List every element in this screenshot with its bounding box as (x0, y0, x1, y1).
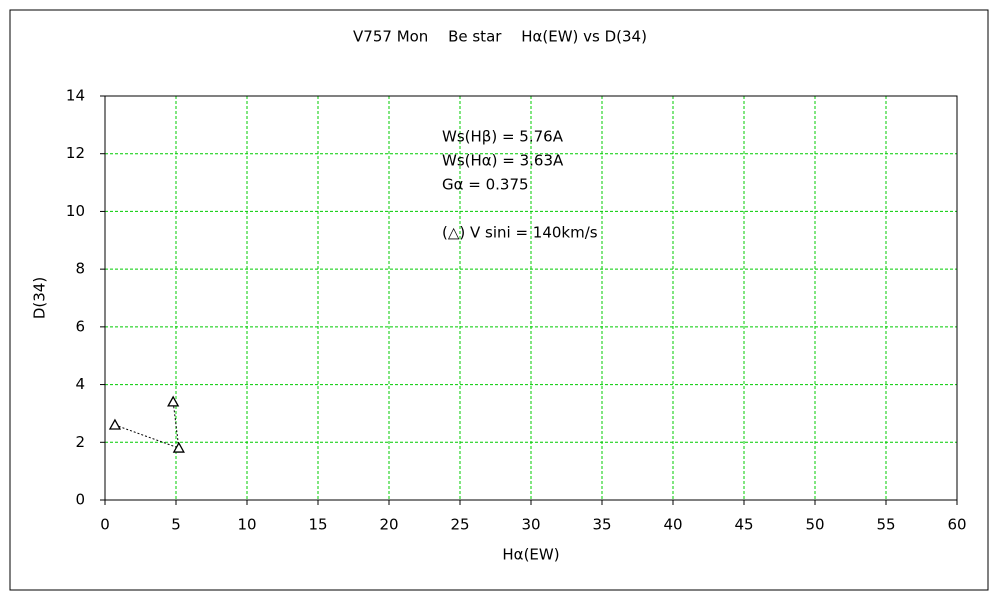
x-tick-label: 40 (663, 516, 682, 534)
y-tick-label: 2 (75, 433, 85, 451)
y-tick-label: 4 (75, 375, 85, 393)
chart-title: V757 Mon Be star Hα(EW) vs D(34) (353, 28, 647, 46)
y-tick-label: 0 (75, 491, 85, 509)
y-tick-label: 6 (75, 317, 85, 335)
x-tick-label: 55 (876, 516, 895, 534)
marker (172, 441, 185, 453)
x-tick-label: 50 (805, 516, 824, 534)
x-tick-label: 30 (521, 516, 540, 534)
plot-border (104, 95, 958, 501)
annotation: Ws(Hβ) = 5.76A (442, 128, 564, 146)
x-tick-label: 45 (734, 516, 753, 534)
x-tick-label: 15 (308, 516, 327, 534)
x-axis-label: Hα(EW) (502, 546, 559, 564)
y-tick-label: 8 (75, 260, 85, 278)
x-tick-label: 60 (947, 516, 966, 534)
annotation: Ws(Hα) = 3.63A (442, 152, 564, 170)
x-tick-label: 20 (379, 516, 398, 534)
y-axis-label: D(34) (31, 277, 49, 319)
x-tick-label: 35 (592, 516, 611, 534)
chart-frame (9, 9, 989, 591)
marker (167, 395, 180, 407)
annotation: (△) V sini = 140km/s (442, 224, 598, 242)
marker (108, 418, 122, 430)
x-tick-label: 25 (450, 516, 469, 534)
y-tick-label: 10 (66, 202, 85, 220)
x-tick-label: 10 (237, 516, 256, 534)
x-tick-label: 5 (171, 516, 181, 534)
y-tick-label: 14 (66, 87, 85, 105)
x-tick-label: 0 (100, 516, 110, 534)
annotation: Gα = 0.375 (442, 176, 529, 194)
y-tick-label: 12 (66, 144, 85, 162)
